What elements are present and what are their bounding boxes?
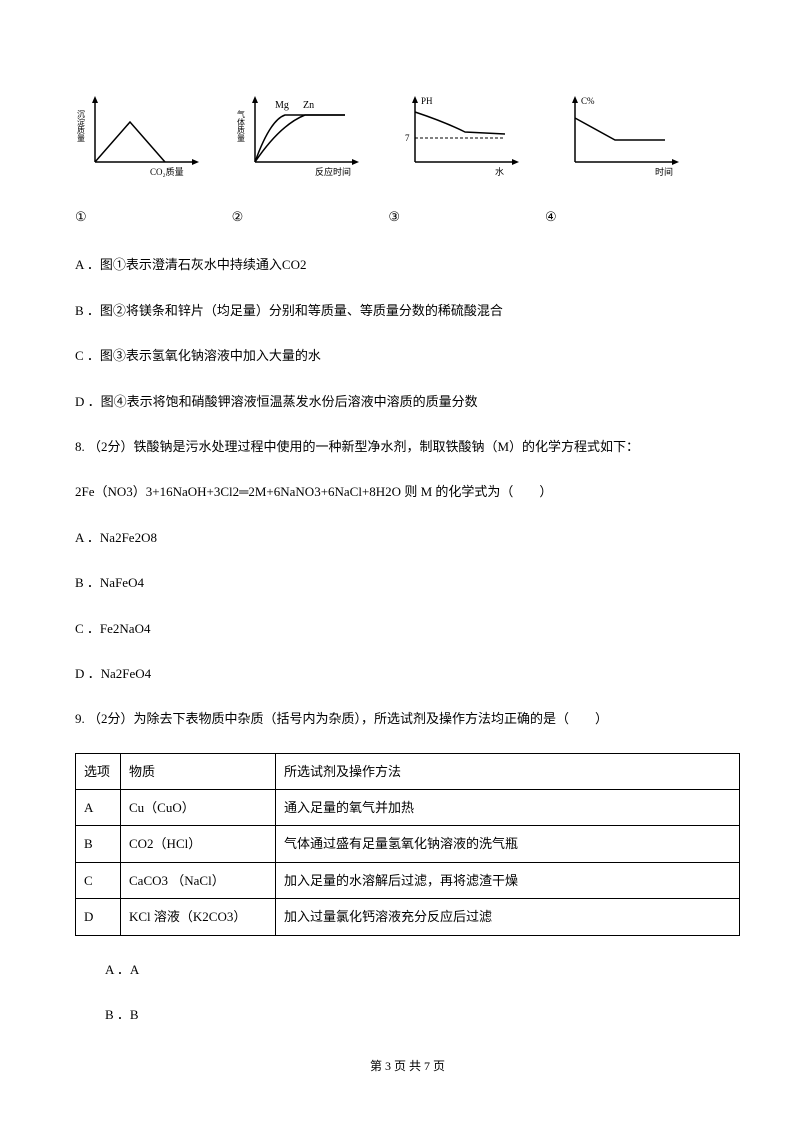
chart-4: C% 时间 [555,90,690,180]
th-option: 选项 [76,753,121,789]
th-substance: 物质 [121,753,276,789]
q7-option-d: D ．图④表示将饱和硝酸钾溶液恒温蒸发水份后溶液中溶质的质量分数 [75,390,740,413]
q8-option-b: B ．NaFeO4 [75,571,740,594]
table-row: D KCl 溶液（K2CO3） 加入过量氯化钙溶液充分反应后过滤 [76,899,740,935]
cell-c3: 加入足量的水溶解后过滤，再将滤渣干燥 [276,862,740,898]
chart-1: 沉淀质量 CO₂质量 [75,90,210,180]
chart4-xlabel: 时间 [655,166,673,177]
chart3-tick: 7 [405,133,410,143]
q8-option-d: D ．Na2FeO4 [75,662,740,685]
table-header-row: 选项 物质 所选试剂及操作方法 [76,753,740,789]
cell-d2: KCl 溶液（K2CO3） [121,899,276,935]
cell-a2: Cu（CuO） [121,790,276,826]
table-row: B CO2（HCl） 气体通过盛有足量氢氧化钠溶液的洗气瓶 [76,826,740,862]
chart3-xlabel: 水 [495,166,504,177]
chart3-ylabel: PH [421,96,433,106]
label-4: ④ [545,205,557,228]
charts-row: 沉淀质量 CO₂质量 Mg Zn 气体质量 反应时间 PH 7 [75,90,740,180]
chart1-xlabel: CO₂质量 [150,166,184,177]
q9-table: 选项 物质 所选试剂及操作方法 A Cu（CuO） 通入足量的氧气并加热 B C… [75,753,740,936]
cell-a3: 通入足量的氧气并加热 [276,790,740,826]
cell-b1: B [76,826,121,862]
q8-option-a: A ．Na2Fe2O8 [75,526,740,549]
q8-stem: 8. （2分）铁酸钠是污水处理过程中使用的一种新型净水剂，制取铁酸钠（M）的化学… [75,435,740,458]
chart4-ylabel: C% [581,96,595,106]
chart2-mg: Mg [275,100,289,111]
cell-c2: CaCO3 （NaCl） [121,862,276,898]
chart1-ylabel: 沉淀质量 [77,110,86,142]
chart-2: Mg Zn 气体质量 反应时间 [235,90,370,180]
cell-b3: 气体通过盛有足量氢氧化钠溶液的洗气瓶 [276,826,740,862]
q9-option-a: A ．A [105,958,740,981]
q9-stem: 9. （2分）为除去下表物质中杂质（括号内为杂质），所选试剂及操作方法均正确的是… [75,707,740,730]
q7-option-c: C ．图③表示氢氧化钠溶液中加入大量的水 [75,344,740,367]
q7-option-b: B ．图②将镁条和锌片（均足量）分别和等质量、等质量分数的稀硫酸混合 [75,299,740,322]
cell-b2: CO2（HCl） [121,826,276,862]
q8-option-c: C ．Fe2NaO4 [75,617,740,640]
chart-labels-row: ① ② ③ ④ [75,205,740,228]
label-3: ③ [388,205,400,228]
cell-c1: C [76,862,121,898]
table-row: C CaCO3 （NaCl） 加入足量的水溶解后过滤，再将滤渣干燥 [76,862,740,898]
th-method: 所选试剂及操作方法 [276,753,740,789]
label-1: ① [75,205,87,228]
chart2-ylabel: 气体质量 [237,109,246,142]
table-row: A Cu（CuO） 通入足量的氧气并加热 [76,790,740,826]
label-2: ② [232,205,244,228]
chart2-zn: Zn [303,100,314,111]
page-footer: 第 3 页 共 7 页 [75,1056,740,1078]
cell-a1: A [76,790,121,826]
cell-d3: 加入过量氯化钙溶液充分反应后过滤 [276,899,740,935]
chart-3: PH 7 水 [395,90,530,180]
q7-option-a: A ．图①表示澄清石灰水中持续通入CO2 [75,253,740,276]
cell-d1: D [76,899,121,935]
q9-option-b: B ．B [105,1003,740,1026]
q8-equation: 2Fe（NO3）3+16NaOH+3Cl2═2M+6NaNO3+6NaCl+8H… [75,480,740,503]
chart2-xlabel: 反应时间 [315,166,351,177]
